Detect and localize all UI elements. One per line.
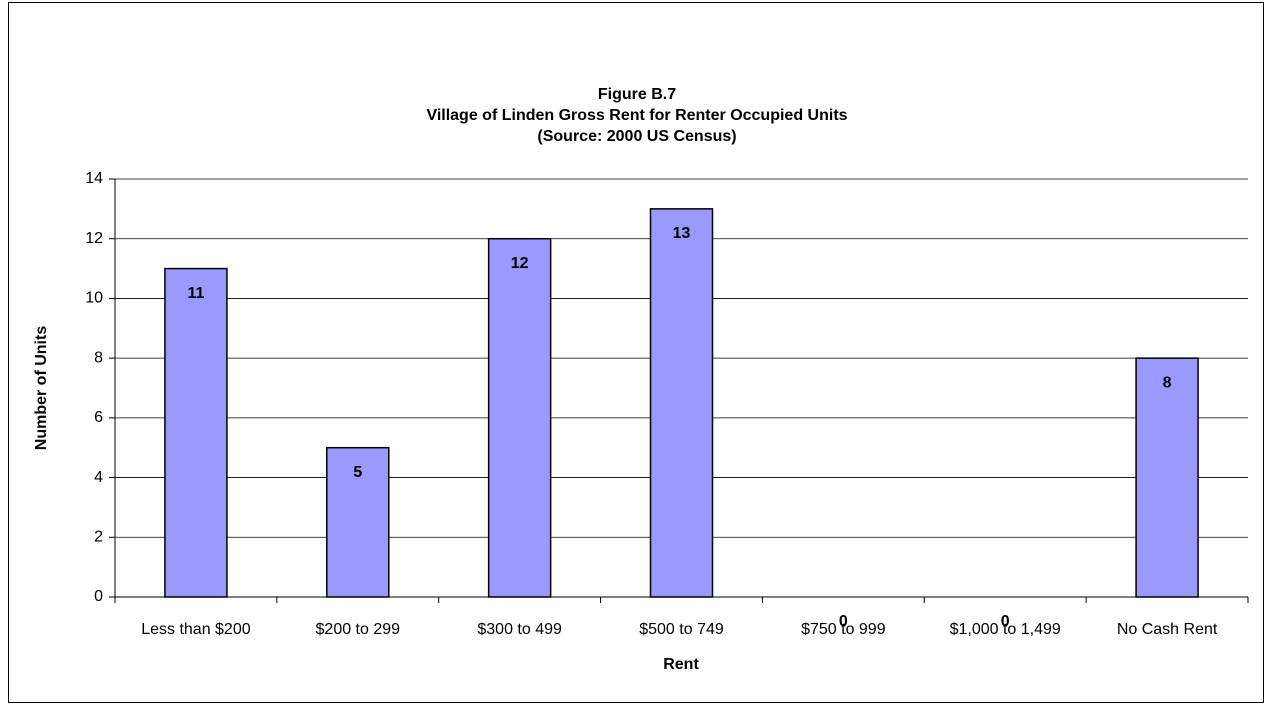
y-tick-label: 2 bbox=[94, 529, 103, 546]
x-tick-label: $750 to 999 bbox=[801, 621, 886, 638]
data-label: 13 bbox=[673, 225, 691, 242]
data-label: 12 bbox=[511, 255, 529, 272]
x-tick-label: $300 to 499 bbox=[477, 621, 562, 638]
data-label: 11 bbox=[187, 285, 204, 302]
bar bbox=[164, 267, 228, 598]
y-tick-label: 12 bbox=[85, 230, 103, 247]
y-tick-label: 8 bbox=[94, 349, 103, 366]
chart-title: Figure B.7 bbox=[598, 86, 676, 103]
y-tick-label: 4 bbox=[94, 469, 103, 486]
x-tick-label: Less than $200 bbox=[141, 621, 251, 638]
y-tick-label: 14 bbox=[85, 170, 103, 187]
data-label: 8 bbox=[1163, 374, 1172, 391]
y-axis-label: Number of Units bbox=[33, 326, 50, 451]
x-tick-label: No Cash Rent bbox=[1117, 621, 1218, 638]
bar bbox=[1135, 357, 1199, 598]
data-label: 0 bbox=[839, 613, 848, 630]
bar bbox=[487, 237, 552, 598]
bar bbox=[326, 446, 390, 598]
bar bbox=[649, 208, 714, 598]
chart-title: Village of Linden Gross Rent for Renter … bbox=[426, 107, 847, 124]
x-axis-label: Rent bbox=[663, 656, 699, 673]
y-tick-label: 10 bbox=[85, 290, 103, 307]
y-tick-label: 6 bbox=[94, 409, 103, 426]
x-tick-label: $500 to 749 bbox=[639, 621, 724, 638]
data-label: 0 bbox=[1001, 613, 1010, 630]
y-tick-label: 0 bbox=[94, 588, 103, 605]
x-tick-label: $200 to 299 bbox=[316, 621, 401, 638]
data-label: 5 bbox=[353, 464, 362, 481]
x-tick-label: $1,000 to 1,499 bbox=[950, 621, 1061, 638]
chart-title: (Source: 2000 US Census) bbox=[537, 128, 736, 145]
